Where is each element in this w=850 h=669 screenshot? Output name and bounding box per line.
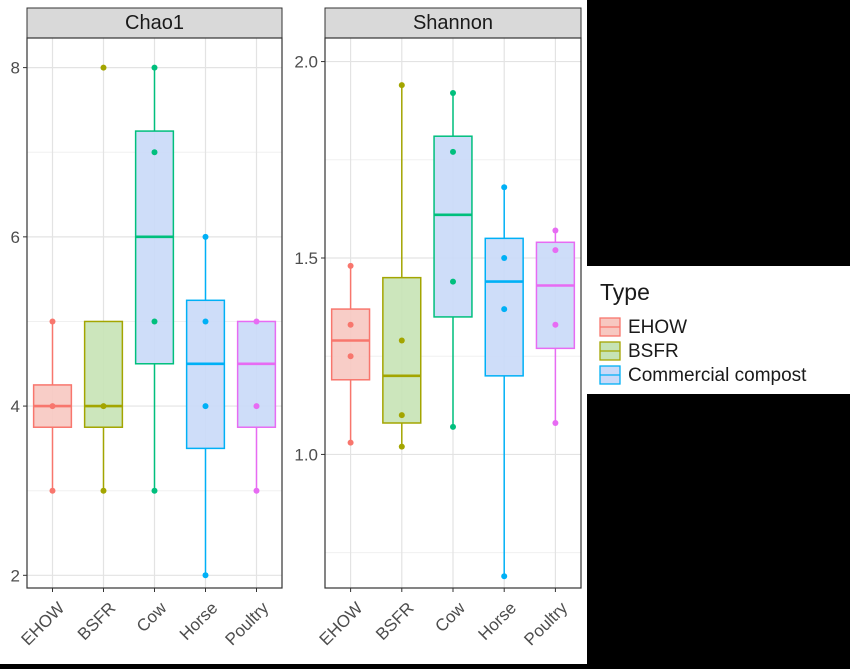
data-point <box>49 487 56 494</box>
data-point <box>202 318 209 325</box>
box-iqr <box>83 320 124 428</box>
data-point <box>151 318 158 325</box>
data-point <box>501 573 508 580</box>
box-cow <box>134 64 175 494</box>
y-tick-label: 2 <box>11 566 20 585</box>
data-point <box>202 572 209 579</box>
data-point <box>100 64 107 71</box>
data-point <box>253 318 260 325</box>
box-iqr <box>185 299 226 450</box>
legend-label: BSFR <box>628 341 679 362</box>
data-point <box>552 247 559 254</box>
box-cow <box>433 90 473 430</box>
facet-strip-label: Chao1 <box>125 12 184 34</box>
data-point <box>552 227 559 234</box>
data-point <box>398 412 405 419</box>
legend-title: Type <box>600 279 650 305</box>
data-point <box>347 321 354 328</box>
box-poultry <box>236 318 277 494</box>
legend-background <box>587 266 850 394</box>
legend-key <box>599 317 621 337</box>
data-point <box>100 403 107 410</box>
facet-strip <box>324 7 582 39</box>
data-point <box>100 487 107 494</box>
data-point <box>151 487 158 494</box>
data-point <box>151 149 158 156</box>
data-point <box>347 353 354 360</box>
data-point <box>398 443 405 450</box>
box-bsfr <box>382 82 422 450</box>
data-point <box>450 148 456 155</box>
box-horse <box>484 184 524 580</box>
y-tick-label: 8 <box>11 59 20 78</box>
box-horse <box>185 233 226 579</box>
data-point <box>398 82 405 89</box>
data-point <box>501 306 508 313</box>
box-iqr <box>236 320 277 428</box>
y-tick-label: 1.0 <box>294 445 318 464</box>
y-tick-label: 6 <box>11 228 20 247</box>
legend: Type EHOW BSFR Commercial compost <box>599 279 807 386</box>
y-tick-label: 1.5 <box>294 249 318 268</box>
box-ehow <box>330 262 371 446</box>
box-iqr <box>382 276 422 424</box>
data-point <box>450 90 456 96</box>
data-point <box>450 423 456 430</box>
box-iqr <box>535 241 576 350</box>
data-point <box>253 403 260 410</box>
legend-label: Commercial compost <box>628 365 807 386</box>
box-iqr <box>134 130 175 365</box>
box-iqr <box>330 308 371 381</box>
legend-key <box>599 341 621 361</box>
data-point <box>347 262 354 269</box>
y-tick-label: 4 <box>11 397 20 416</box>
data-point <box>202 233 209 240</box>
data-point <box>552 420 559 426</box>
box-bsfr <box>83 64 124 494</box>
data-point <box>450 278 456 285</box>
data-point <box>49 403 56 410</box>
legend-label: EHOW <box>628 317 687 338</box>
data-point <box>202 403 209 410</box>
box-iqr <box>433 135 473 318</box>
data-point <box>151 64 158 71</box>
data-point <box>253 487 260 494</box>
facet-strip-label: Shannon <box>413 12 493 34</box>
data-point <box>398 337 405 344</box>
data-point <box>49 318 56 325</box>
data-point <box>501 184 508 191</box>
data-point <box>552 321 559 328</box>
data-point <box>347 439 354 446</box>
box-ehow <box>32 318 73 494</box>
legend-key <box>599 365 621 385</box>
y-tick-label: 2.0 <box>294 53 318 72</box>
data-point <box>501 255 508 261</box>
box-poultry <box>535 227 576 426</box>
